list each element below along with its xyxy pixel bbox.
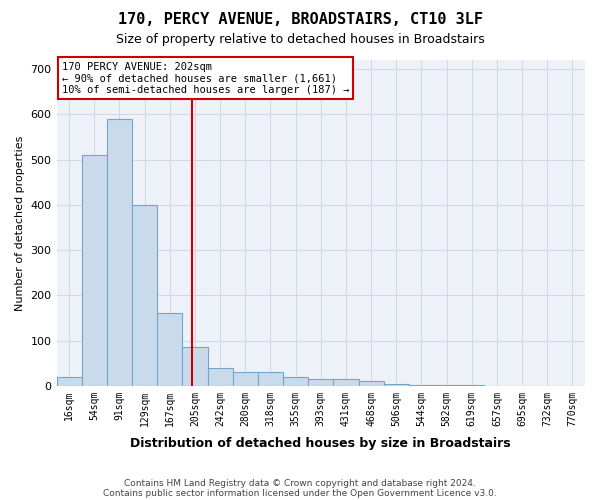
Bar — [132, 205, 157, 386]
Bar — [107, 119, 132, 386]
Bar — [233, 372, 258, 386]
Text: Size of property relative to detached houses in Broadstairs: Size of property relative to detached ho… — [116, 32, 484, 46]
Bar — [283, 376, 308, 386]
X-axis label: Distribution of detached houses by size in Broadstairs: Distribution of detached houses by size … — [130, 437, 511, 450]
Text: 170, PERCY AVENUE, BROADSTAIRS, CT10 3LF: 170, PERCY AVENUE, BROADSTAIRS, CT10 3LF — [118, 12, 482, 28]
Bar — [409, 385, 434, 386]
Bar — [334, 379, 359, 386]
Bar — [82, 155, 107, 386]
Bar — [56, 376, 82, 386]
Bar — [308, 379, 334, 386]
Bar — [359, 382, 383, 386]
Text: 170 PERCY AVENUE: 202sqm
← 90% of detached houses are smaller (1,661)
10% of sem: 170 PERCY AVENUE: 202sqm ← 90% of detach… — [62, 62, 349, 95]
Bar — [157, 314, 182, 386]
Bar — [208, 368, 233, 386]
Text: Contains HM Land Registry data © Crown copyright and database right 2024.: Contains HM Land Registry data © Crown c… — [124, 478, 476, 488]
Bar — [383, 384, 409, 386]
Bar — [258, 372, 283, 386]
Y-axis label: Number of detached properties: Number of detached properties — [15, 135, 25, 310]
Text: Contains public sector information licensed under the Open Government Licence v3: Contains public sector information licen… — [103, 488, 497, 498]
Bar — [182, 348, 208, 386]
